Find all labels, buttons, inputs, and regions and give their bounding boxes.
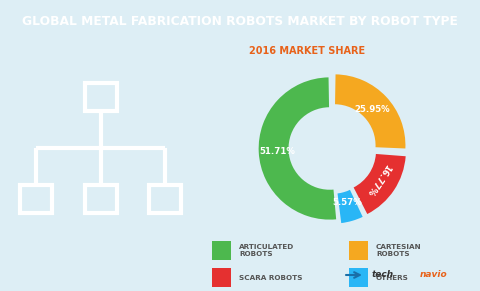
Text: GLOBAL METAL FABRICATION ROBOTS MARKET BY ROBOT TYPE: GLOBAL METAL FABRICATION ROBOTS MARKET B…	[22, 15, 458, 28]
Text: 16.77%: 16.77%	[364, 162, 392, 197]
FancyBboxPatch shape	[212, 268, 231, 287]
Wedge shape	[259, 77, 336, 220]
Wedge shape	[335, 74, 406, 148]
Text: 25.95%: 25.95%	[355, 105, 390, 114]
Text: ARTICULATED
ROBOTS: ARTICULATED ROBOTS	[239, 244, 295, 257]
Wedge shape	[337, 190, 363, 223]
FancyBboxPatch shape	[212, 241, 231, 260]
Text: OTHERS: OTHERS	[376, 275, 409, 281]
Text: tech: tech	[372, 271, 394, 279]
Text: 51.71%: 51.71%	[260, 147, 296, 156]
Wedge shape	[354, 154, 406, 214]
Text: 2016 MARKET SHARE: 2016 MARKET SHARE	[249, 46, 365, 56]
Text: CARTESIAN
ROBOTS: CARTESIAN ROBOTS	[376, 244, 421, 257]
Text: 5.57%: 5.57%	[332, 198, 362, 207]
FancyBboxPatch shape	[348, 241, 368, 260]
Text: SCARA ROBOTS: SCARA ROBOTS	[239, 275, 303, 281]
Text: navio: navio	[420, 271, 447, 279]
FancyBboxPatch shape	[348, 268, 368, 287]
